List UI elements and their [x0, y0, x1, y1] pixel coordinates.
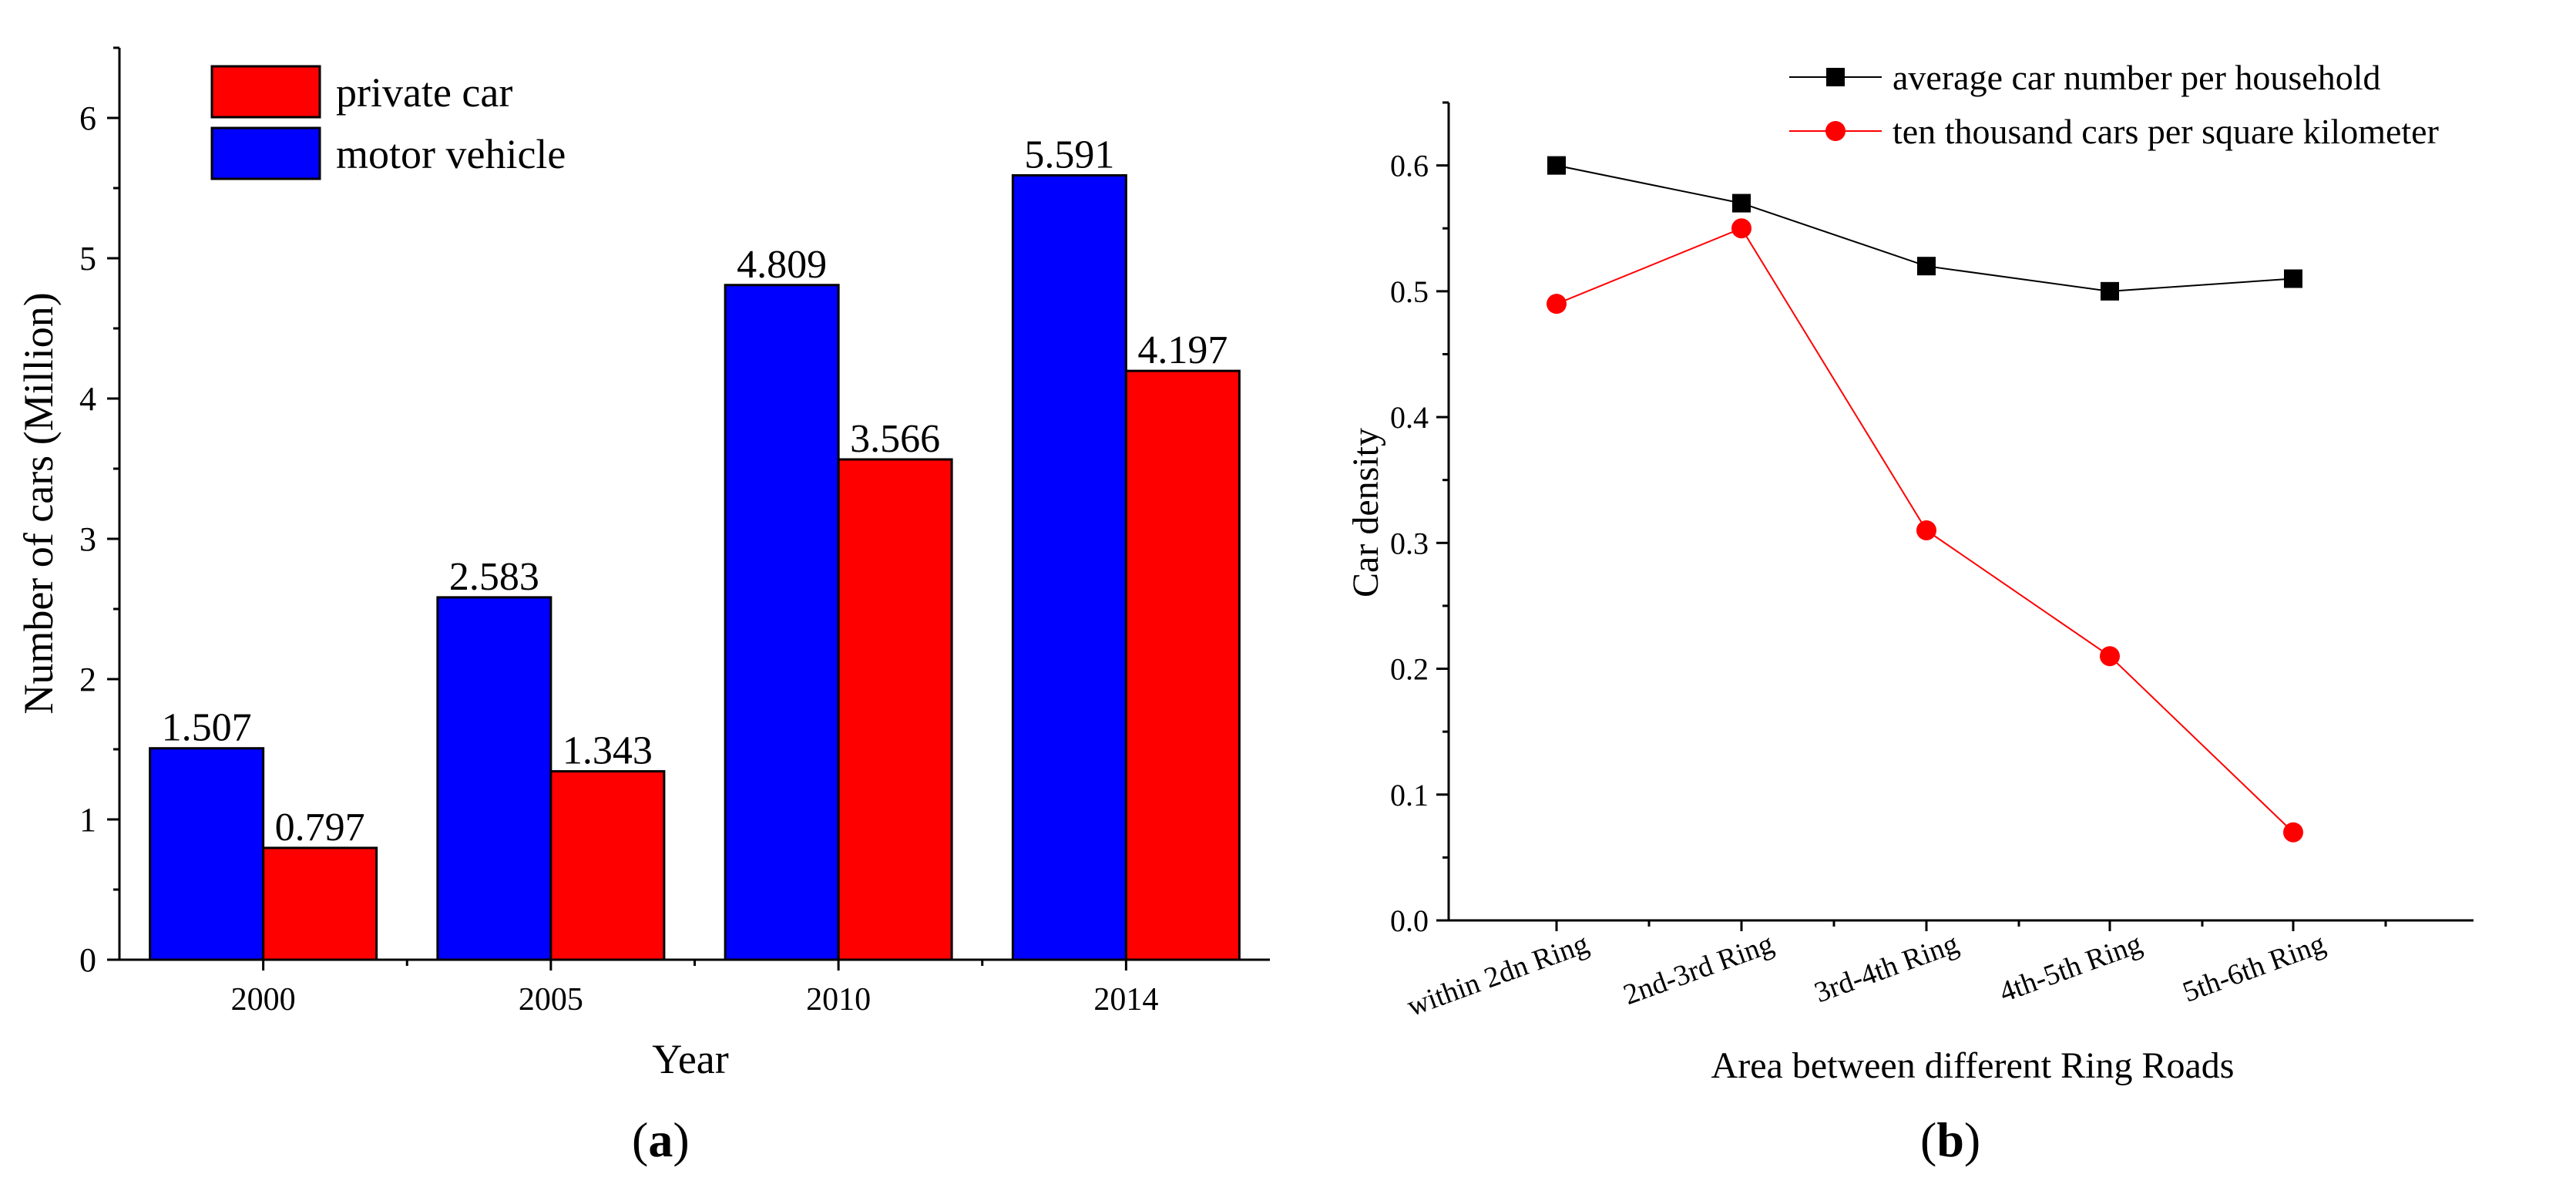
x-axis-title-b: Area between different Ring Roads: [1711, 1045, 2235, 1086]
x-tick-label-b: 4th-5th Ring: [1995, 927, 2146, 1009]
y-axis-title-a: Number of cars (Million): [15, 292, 62, 714]
bar-value-label: 1.507: [162, 706, 252, 750]
y-tick-label-a: 1: [79, 801, 96, 839]
y-tick-label-a: 0: [79, 941, 96, 979]
panel-label-a: (a): [632, 1112, 690, 1167]
legend-marker-density: [1825, 121, 1846, 141]
y-ticks-b: 0.0 0.1 0.2 0.3 0.4 0.5 0.6: [1390, 101, 1449, 938]
bar-value-label: 0.797: [275, 806, 365, 849]
x-tick-label-a: 2014: [1093, 982, 1158, 1018]
data-point-household: [1732, 193, 1751, 213]
bar-chart-panel: 1.507 0.797 2.583 1.343 4.809 3.566 5.591 4.197…: [15, 46, 1270, 1167]
legend-label-motor-vehicle: motor vehicle: [336, 131, 566, 177]
bar-private-car-2005: [549, 770, 666, 961]
bar-value-label: 4.197: [1137, 328, 1228, 372]
data-point-density: [2100, 646, 2120, 667]
y-tick-label-a: 3: [79, 520, 96, 558]
y-ticks-a: 0 1 2 3 4 5 6: [79, 46, 119, 979]
line-chart-panel: 0.0 0.1 0.2 0.3 0.4 0.5 0.6 within 2dn Ring 2nd…: [1345, 58, 2474, 1167]
bar-value-label: 5.591: [1024, 133, 1114, 177]
legend-b: average car number per household ten tho…: [1789, 58, 2439, 151]
bar-group: [149, 173, 1241, 961]
data-point-household: [2284, 269, 2302, 288]
y-tick-label-a: 6: [79, 99, 96, 137]
y-tick-label-b: 0.4: [1390, 400, 1429, 435]
x-tick-label-b: 3rd-4th Ring: [1810, 927, 1963, 1009]
y-axis-title-b: Car density: [1345, 428, 1386, 597]
data-point-density: [1731, 218, 1751, 239]
data-point-household: [1547, 156, 1566, 175]
bar-value-label: 3.566: [850, 417, 940, 461]
y-tick-label-b: 0.6: [1390, 149, 1429, 183]
bar-private-car-2014: [1124, 369, 1241, 961]
x-ticks-a: 2000 2005 2010 2014: [231, 960, 1158, 1018]
legend-label-private-car: private car: [336, 69, 512, 116]
bar-motor-vehicle-2014: [1011, 173, 1127, 961]
legend-marker-household: [1826, 68, 1845, 86]
data-point-household: [2101, 281, 2119, 301]
bar-motor-vehicle-2010: [724, 284, 840, 961]
bar-motor-vehicle-2005: [436, 596, 552, 961]
bar-value-label: 2.583: [449, 555, 539, 599]
legend-label-household: average car number per household: [1893, 58, 2381, 97]
axes-b: [1447, 103, 2474, 922]
y-tick-label-b: 0.1: [1390, 778, 1429, 812]
x-tick-label-b: within 2dn Ring: [1403, 927, 1593, 1023]
x-tick-label-a: 2005: [519, 982, 583, 1018]
bar-value-label: 4.809: [737, 243, 827, 287]
panel-label-b: (b): [1920, 1112, 1980, 1167]
data-point-density: [1916, 520, 1936, 540]
legend-swatch-motor-vehicle: [210, 126, 321, 180]
x-tick-label-b: 5th-6th Ring: [2178, 927, 2329, 1009]
legend-swatch-private-car: [210, 65, 321, 119]
data-point-density: [1547, 294, 1567, 315]
series-markers: [1547, 156, 2303, 843]
y-tick-label-b: 0.2: [1390, 652, 1429, 687]
x-tick-label-a: 2010: [806, 982, 871, 1018]
y-tick-label-a: 2: [79, 661, 96, 698]
y-tick-label-a: 5: [79, 240, 96, 278]
y-tick-label-a: 4: [79, 380, 96, 418]
x-ticks-b: within 2dn Ring 2nd-3rd Ring 3rd-4th Ring 4…: [1403, 920, 2387, 1023]
bar-motor-vehicle-2000: [149, 747, 265, 961]
bar-private-car-2010: [837, 458, 953, 961]
data-point-density: [2283, 822, 2303, 843]
y-tick-label-b: 0.0: [1390, 903, 1429, 938]
y-tick-label-b: 0.3: [1390, 526, 1429, 560]
x-axis-title-a: Year: [652, 1036, 729, 1082]
bar-private-car-2000: [262, 846, 378, 961]
y-tick-label-b: 0.5: [1390, 274, 1429, 309]
data-point-household: [1917, 257, 1936, 276]
x-tick-label-b: 2nd-3rd Ring: [1619, 927, 1778, 1011]
legend-label-density: ten thousand cars per square kilometer: [1893, 112, 2439, 151]
legend-a: private car motor vehicle: [210, 65, 566, 180]
bar-value-labels: 1.507 0.797 2.583 1.343 4.809 3.566 5.591 4.197: [162, 133, 1228, 849]
bar-value-label: 1.343: [563, 729, 653, 773]
x-tick-label-a: 2000: [231, 982, 296, 1018]
